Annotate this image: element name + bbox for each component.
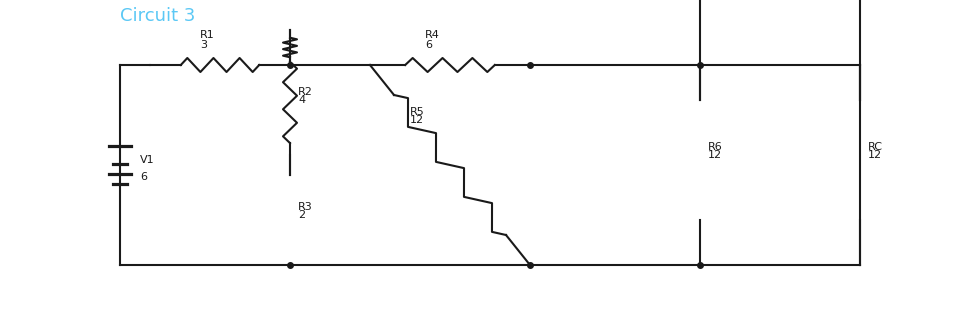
Text: R2: R2 — [298, 87, 313, 97]
Text: 12: 12 — [410, 115, 424, 125]
Text: RC: RC — [868, 142, 883, 152]
Text: Circuit 3: Circuit 3 — [120, 7, 195, 25]
Text: V1: V1 — [140, 155, 155, 165]
Text: 4: 4 — [298, 95, 305, 105]
Text: R6: R6 — [708, 142, 723, 152]
Text: 12: 12 — [868, 150, 882, 160]
Text: R4: R4 — [425, 30, 440, 40]
Text: R3: R3 — [298, 202, 313, 212]
Text: 3: 3 — [200, 40, 207, 50]
Text: 2: 2 — [298, 210, 305, 220]
Text: R5: R5 — [410, 107, 425, 117]
Text: R1: R1 — [200, 30, 214, 40]
Text: 6: 6 — [140, 172, 147, 182]
Text: 6: 6 — [425, 40, 432, 50]
Text: 12: 12 — [708, 150, 723, 160]
